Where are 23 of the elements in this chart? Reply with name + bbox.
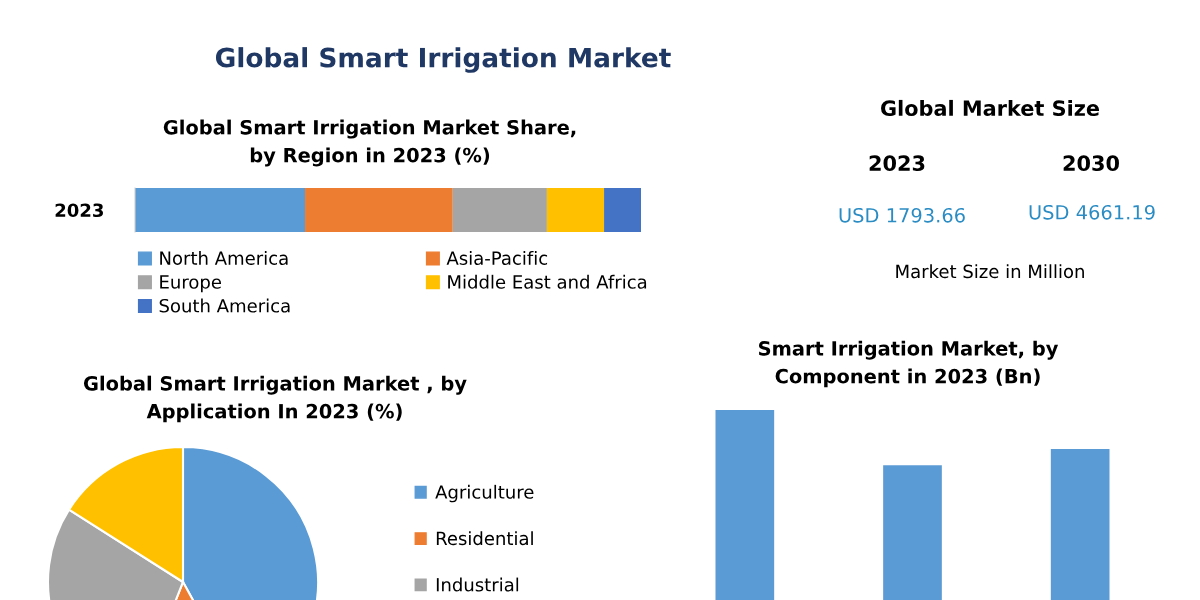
bar	[604, 188, 641, 232]
text: Market Size in Million	[896, 264, 1084, 279]
bar	[135, 188, 306, 232]
text: Global Smart Irrigation Market Share, by Region in 2023 (%)	[163, 119, 576, 167]
legend-label: North America	[160, 251, 288, 265]
legend-label: Asia-Pacific	[446, 251, 548, 265]
text: Global Market Size	[881, 99, 1100, 117]
legend-label: Middle East and Africa	[448, 274, 647, 289]
legend-label: Agriculture	[435, 484, 534, 503]
text: 2030	[1063, 155, 1119, 172]
bar	[305, 188, 453, 232]
bar	[546, 188, 605, 232]
legend-label: Europe	[160, 275, 221, 293]
text: 2023	[55, 203, 104, 218]
chart-title: Global Smart Irrigation Market	[215, 47, 671, 73]
bar	[452, 188, 547, 232]
text: USD 1793.66	[839, 207, 965, 223]
legend-label: Industrial	[436, 577, 519, 592]
legend-label: Residential	[436, 531, 533, 546]
text: USD 4661.19	[1029, 204, 1155, 220]
legend-label: South America	[159, 298, 290, 313]
chart-title: Smart Irrigation Market, by Component in 2023 (Bn)	[759, 340, 1059, 388]
chart-title: Global Smart Irrigation Market , by Application In 2023 (%)	[83, 375, 467, 423]
